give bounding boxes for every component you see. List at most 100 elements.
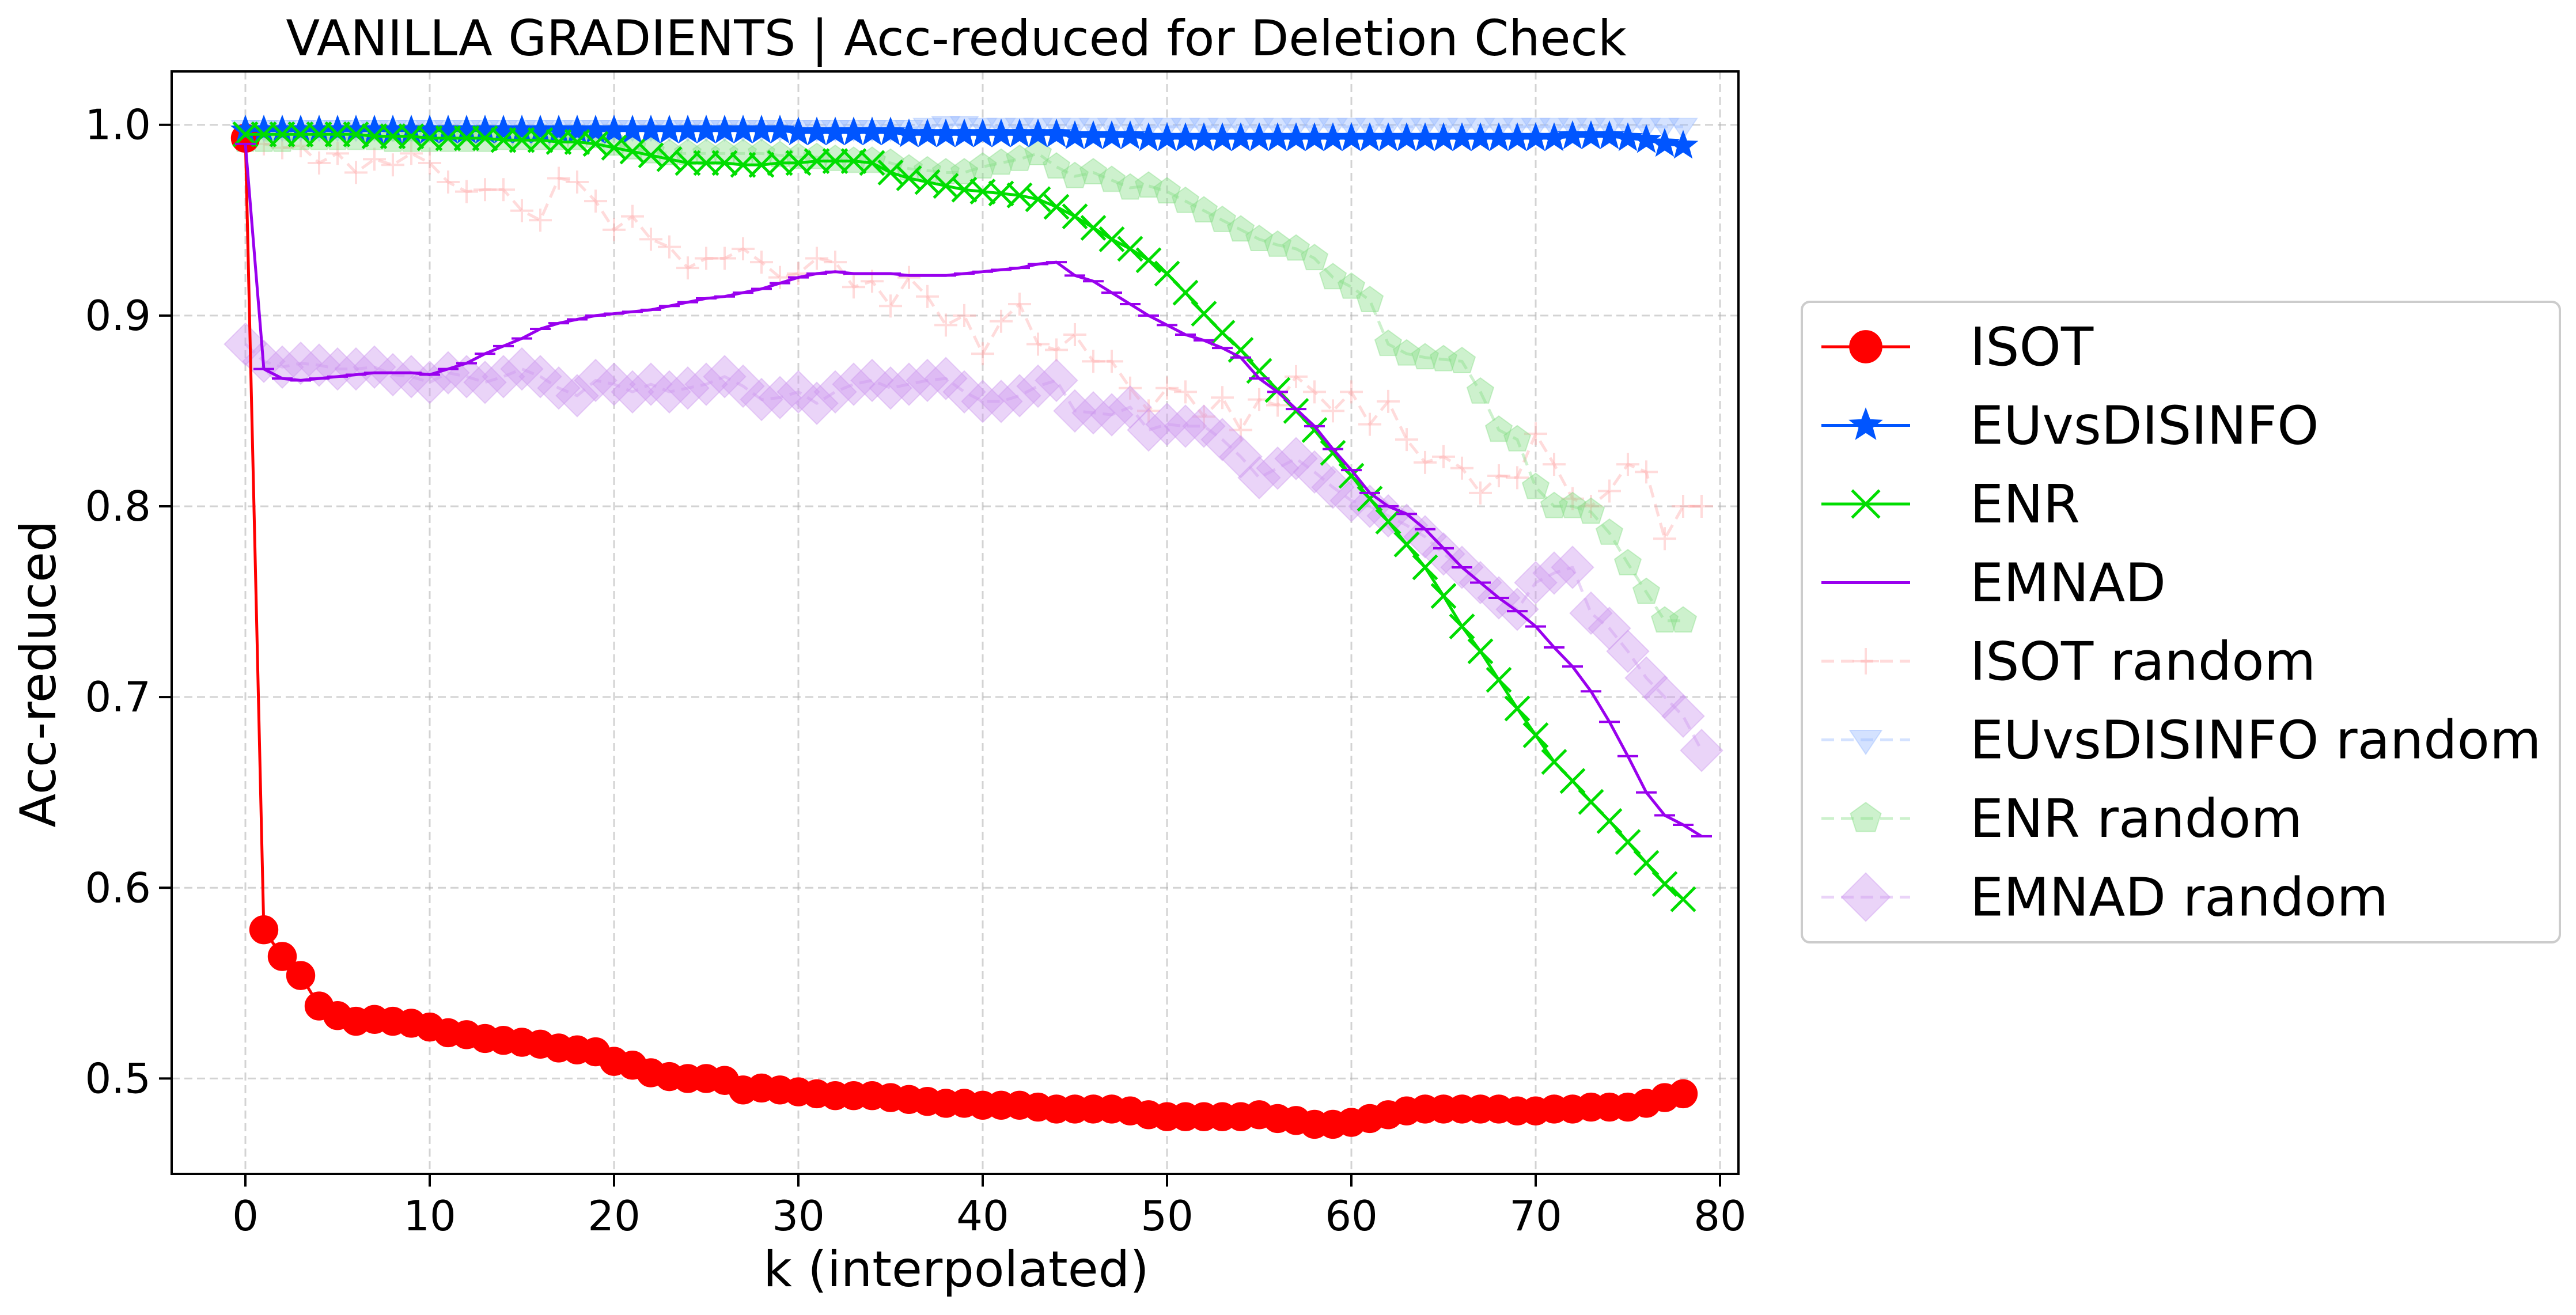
data-point-isot-random xyxy=(990,309,1013,333)
data-point-euvsdisinfo xyxy=(875,116,906,146)
data-point-enr-random xyxy=(1632,577,1661,604)
data-point-emnad-random xyxy=(666,366,710,410)
data-point-enr xyxy=(1117,236,1143,262)
data-point-enr xyxy=(232,121,259,147)
data-point-enr-random xyxy=(1429,344,1458,372)
legend-item-emnad: EMNAD xyxy=(1821,552,2166,614)
data-point-emnad-random xyxy=(1256,446,1300,490)
data-point-emnad-random xyxy=(1606,629,1650,673)
data-point-isot-random xyxy=(1653,527,1676,551)
data-point-enr xyxy=(1062,203,1088,230)
data-point-emnad-random xyxy=(389,355,433,399)
data-point-isot-random xyxy=(1100,350,1123,373)
data-point-euvsdisinfo xyxy=(1594,120,1625,150)
data-point-isot-random xyxy=(1119,376,1142,400)
data-point-enr-random xyxy=(1466,377,1495,404)
data-point-isot-random xyxy=(879,294,902,318)
data-point-isot-random xyxy=(639,228,662,251)
data-point-emnad-random xyxy=(1182,404,1226,448)
data-point-enr-random xyxy=(397,125,426,152)
data-point-enr-random xyxy=(1337,272,1366,299)
data-point-emnad-random xyxy=(223,322,267,366)
data-point-emnad-random xyxy=(887,362,931,406)
data-point-enr xyxy=(324,121,351,147)
data-point-isot-random xyxy=(787,262,810,286)
data-point-enr xyxy=(1651,871,1678,897)
y-axis-label: Acc-reduced xyxy=(10,520,67,827)
data-point-enr-random xyxy=(1484,415,1513,442)
plot-area xyxy=(223,115,1723,1139)
data-point-isot-random xyxy=(547,166,570,190)
series-emnad-random xyxy=(223,322,1723,772)
data-point-enr-random xyxy=(1263,230,1292,257)
data-point-isot-random xyxy=(971,342,994,366)
axes: 0 10 20 30 40 50 60 70 80 0.5 0.6 0.7 0.8 0.9 1.0 xyxy=(85,70,1747,1240)
data-point-isot-random xyxy=(1450,456,1473,480)
data-point-enr xyxy=(1412,554,1438,581)
data-point-euvsdisinfo-random xyxy=(1668,118,1698,141)
data-point-enr-random xyxy=(1134,171,1163,198)
data-point-enr xyxy=(490,127,517,153)
y-tick-label: 0.5 xyxy=(85,1054,151,1102)
data-point-emnad-random xyxy=(906,358,949,403)
data-point-enr-random xyxy=(1613,548,1642,575)
x-tick-label: 70 xyxy=(1509,1192,1562,1240)
data-point-euvsdisinfo xyxy=(1649,128,1680,157)
data-point-isot-random xyxy=(805,247,828,270)
y-tick-label: 0.7 xyxy=(85,673,151,721)
data-point-enr-random xyxy=(1374,329,1403,357)
data-point-enr xyxy=(453,125,480,151)
data-point-isot-random xyxy=(437,170,460,194)
legend-item-emnad-random: EMNAD random xyxy=(1821,867,2388,929)
data-point-emnad-random xyxy=(500,347,544,391)
data-point-emnad-random xyxy=(279,341,323,385)
legend-marker-isot-random xyxy=(1853,648,1879,674)
data-point-enr-random xyxy=(1650,606,1679,633)
data-point-isot-random xyxy=(308,151,331,175)
data-point-isot-random xyxy=(695,247,718,270)
data-point-emnad-random xyxy=(832,362,876,406)
data-point-enr-random xyxy=(1116,173,1145,200)
data-point-emnad-random xyxy=(1514,560,1558,605)
data-point-emnad-random xyxy=(1274,437,1318,481)
legend-label-euvsdisinfo-random: EUvsDISINFO random xyxy=(1970,710,2541,771)
series-emnad xyxy=(235,142,1712,838)
data-point-isot-random xyxy=(824,251,847,274)
data-point-emnad-random xyxy=(1200,418,1244,461)
data-point-enr xyxy=(730,151,756,178)
data-point-enr xyxy=(693,150,719,176)
data-point-enr xyxy=(1430,583,1457,609)
data-point-enr-random xyxy=(1153,177,1181,204)
data-point-emnad-random xyxy=(795,381,839,426)
data-point-isot-random xyxy=(1358,412,1381,436)
data-point-isot-random xyxy=(400,142,423,165)
legend-label-isot: ISOT xyxy=(1970,316,2094,378)
data-point-isot-random xyxy=(1340,380,1363,404)
data-point-enr xyxy=(804,148,830,175)
data-point-emnad-random xyxy=(555,374,599,418)
data-point-enr xyxy=(767,150,793,176)
data-point-emnad-random xyxy=(1532,551,1576,595)
y-tick-label: 0.8 xyxy=(85,482,151,530)
data-point-enr-random xyxy=(378,125,407,152)
data-point-enr-random xyxy=(1411,343,1439,370)
data-point-emnad-random xyxy=(1035,358,1078,403)
data-point-enr xyxy=(1098,226,1125,252)
data-point-enr xyxy=(675,150,701,176)
data-point-emnad-random xyxy=(1624,656,1668,700)
legend-marker-emnad-random xyxy=(1840,872,1891,922)
data-point-enr-random xyxy=(1189,196,1218,223)
data-point-emnad-random xyxy=(1053,389,1097,433)
data-point-enr xyxy=(1504,695,1531,722)
data-point-emnad-random xyxy=(371,353,415,397)
data-point-emnad-random xyxy=(629,362,673,406)
data-point-isot xyxy=(286,961,316,990)
data-point-emnad-random xyxy=(1237,456,1281,500)
data-point-emnad-random xyxy=(1164,404,1207,448)
legend-item-isot: ISOT xyxy=(1821,316,2094,378)
data-point-emnad-random xyxy=(684,362,728,406)
data-point-enr xyxy=(1559,768,1586,794)
data-point-enr xyxy=(1172,279,1199,306)
data-point-emnad-random xyxy=(260,345,304,389)
